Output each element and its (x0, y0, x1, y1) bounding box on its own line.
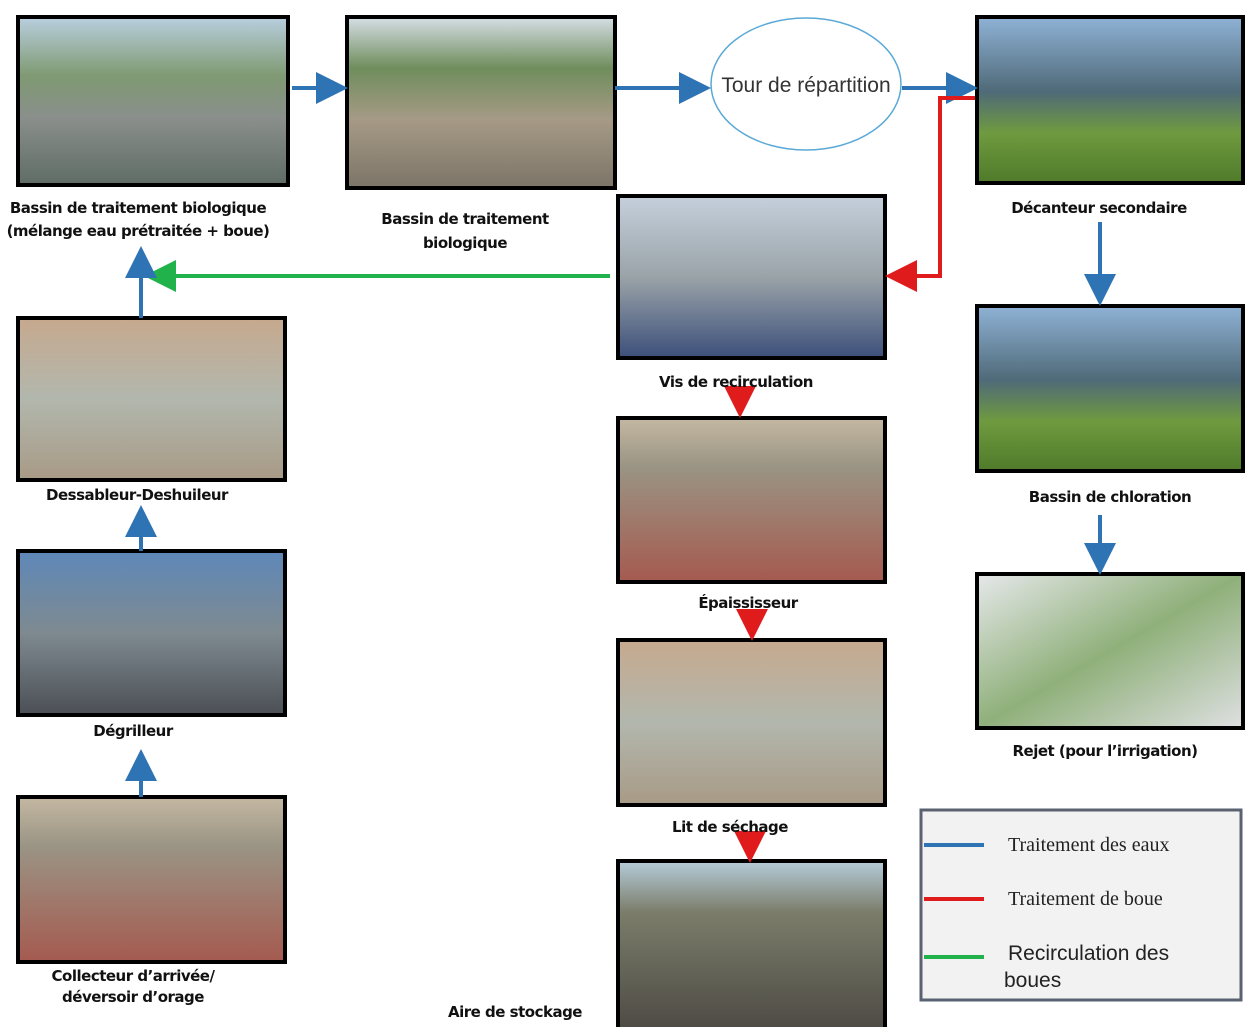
node-label: Décanteur secondaire (1011, 199, 1187, 217)
photo (977, 574, 1243, 728)
photo (618, 418, 885, 582)
node-label: Vis de recirculation (659, 373, 813, 391)
photo (618, 640, 885, 805)
photo (977, 306, 1243, 471)
legend-label: Traitement de boue (1008, 888, 1163, 910)
photo (18, 17, 288, 185)
tower-label: Tour de répartition (721, 74, 890, 97)
node-label: Collecteur d’arrivée/ (52, 967, 216, 985)
photo (18, 797, 285, 962)
legend-label: Recirculation des (1008, 942, 1169, 965)
legend-label: Traitement des eaux (1008, 834, 1169, 856)
photo (618, 861, 885, 1027)
legend: Traitement des eaux Traitement de boue R… (921, 810, 1241, 1000)
node-label: Bassin de traitement (381, 210, 549, 228)
node-label: Lit de séchage (672, 818, 788, 836)
photo (347, 17, 615, 188)
photo (618, 196, 885, 358)
node-label: déversoir d’orage (62, 988, 204, 1006)
node-label: Dessableur-Deshuileur (46, 486, 229, 504)
diagram: Tour de répartition Bassin de traitement… (0, 0, 1248, 1027)
node-label: Épaississeur (698, 593, 798, 612)
node-label: biologique (423, 234, 507, 252)
node-label: (mélange eau prétraitée + boue) (7, 222, 270, 240)
node-label: Bassin de traitement biologique (10, 199, 267, 217)
node-label: Rejet (pour l’irrigation) (1012, 742, 1197, 760)
node-label: Bassin de chloration (1029, 488, 1191, 506)
node-label: Dégrilleur (93, 722, 174, 740)
node-label: Aire de stockage (448, 1003, 582, 1021)
photo (18, 318, 285, 480)
photo (977, 17, 1243, 183)
legend-label: boues (1004, 969, 1061, 992)
photo (18, 551, 285, 715)
